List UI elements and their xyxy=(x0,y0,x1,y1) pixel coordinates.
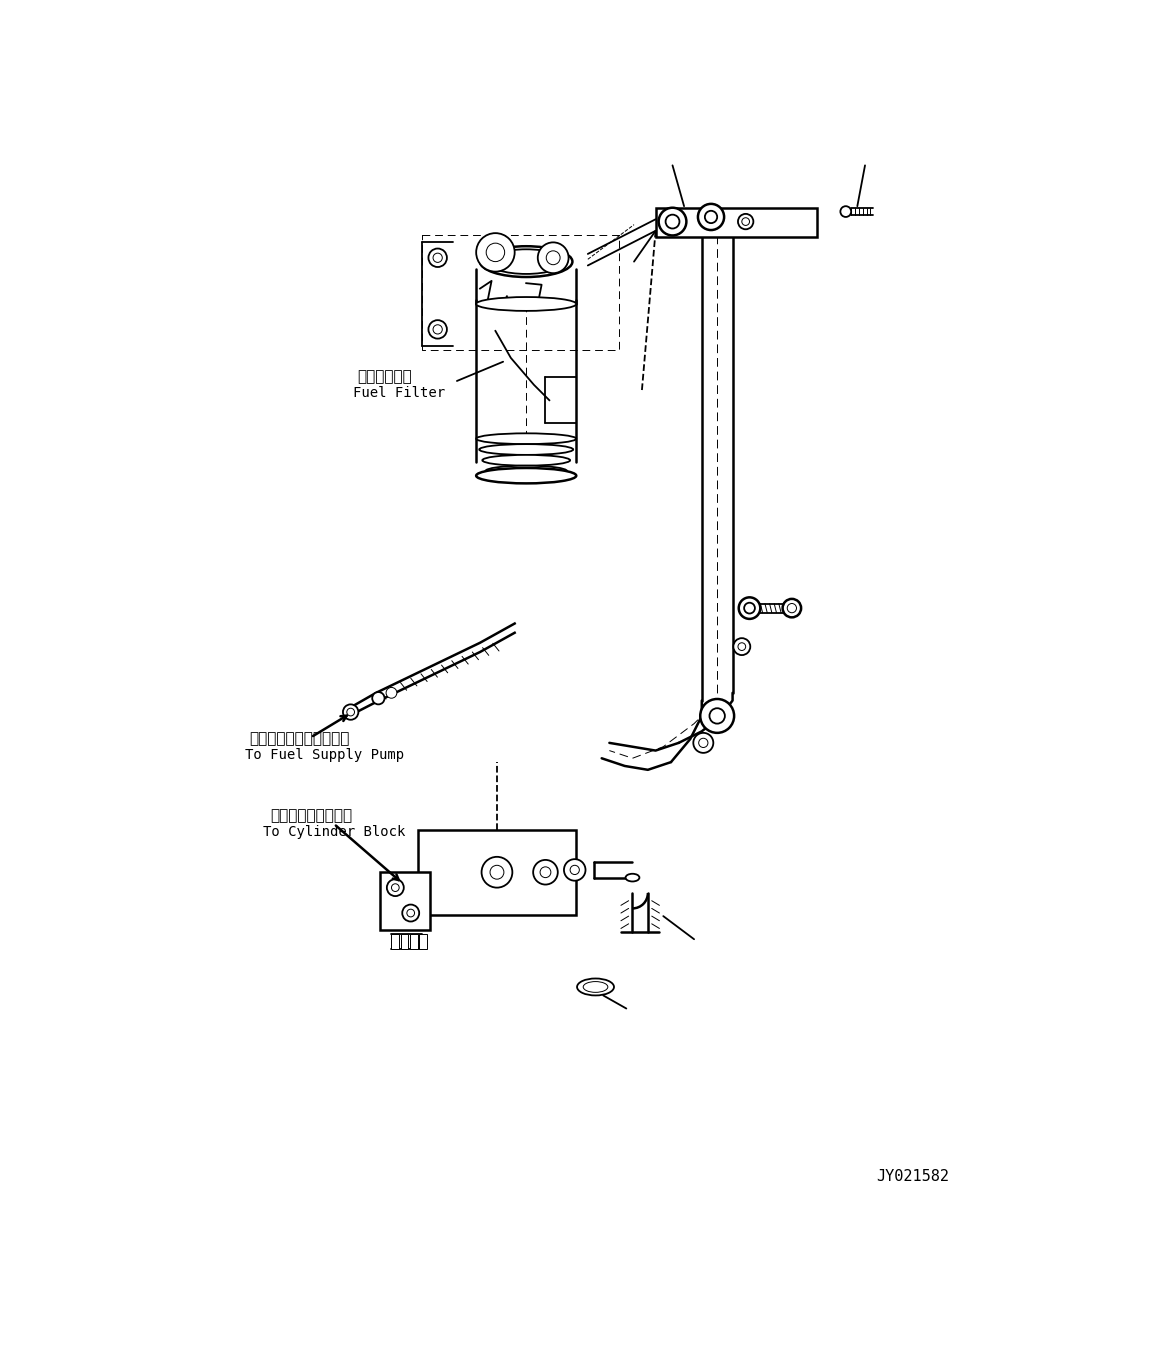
Circle shape xyxy=(373,692,384,704)
Text: フェルサプライポンプへ: フェルサプライポンプへ xyxy=(249,731,349,746)
Circle shape xyxy=(343,704,359,720)
Circle shape xyxy=(698,203,724,230)
Circle shape xyxy=(666,214,680,229)
Ellipse shape xyxy=(486,466,566,476)
Circle shape xyxy=(537,242,569,273)
Ellipse shape xyxy=(583,981,607,992)
Circle shape xyxy=(429,320,447,339)
Ellipse shape xyxy=(479,444,573,455)
Ellipse shape xyxy=(488,249,564,275)
Circle shape xyxy=(486,244,505,261)
Circle shape xyxy=(433,253,443,262)
Bar xyxy=(391,934,399,949)
Polygon shape xyxy=(655,207,818,237)
Circle shape xyxy=(547,250,561,265)
Circle shape xyxy=(491,865,503,879)
Circle shape xyxy=(402,905,419,922)
Ellipse shape xyxy=(577,979,614,996)
Ellipse shape xyxy=(626,874,639,882)
Circle shape xyxy=(698,738,708,747)
Text: To Fuel Supply Pump: To Fuel Supply Pump xyxy=(245,748,404,762)
Circle shape xyxy=(787,603,797,612)
Circle shape xyxy=(738,598,760,619)
Circle shape xyxy=(477,233,515,272)
Bar xyxy=(418,830,576,914)
Circle shape xyxy=(433,324,443,334)
Text: シリンダブロックへ: シリンダブロックへ xyxy=(271,809,353,824)
Polygon shape xyxy=(380,872,430,930)
Circle shape xyxy=(391,884,399,891)
Circle shape xyxy=(704,211,717,223)
Circle shape xyxy=(570,865,579,875)
Circle shape xyxy=(659,207,687,236)
Circle shape xyxy=(481,857,513,887)
Text: To Cylinder Block: To Cylinder Block xyxy=(263,825,405,840)
Circle shape xyxy=(429,249,447,267)
Circle shape xyxy=(701,699,735,732)
Ellipse shape xyxy=(477,468,576,483)
Circle shape xyxy=(841,206,851,217)
Circle shape xyxy=(783,599,801,618)
Circle shape xyxy=(387,879,404,896)
Ellipse shape xyxy=(482,455,570,466)
Circle shape xyxy=(738,643,745,650)
Ellipse shape xyxy=(480,246,572,277)
Circle shape xyxy=(694,732,714,752)
Ellipse shape xyxy=(477,433,576,444)
Text: Fuel Filter: Fuel Filter xyxy=(353,386,445,400)
Circle shape xyxy=(742,218,750,225)
Bar xyxy=(419,934,426,949)
Circle shape xyxy=(564,859,585,880)
Circle shape xyxy=(347,708,355,716)
Bar xyxy=(401,934,409,949)
Ellipse shape xyxy=(477,297,576,311)
Circle shape xyxy=(387,688,397,699)
Circle shape xyxy=(406,909,415,917)
Circle shape xyxy=(540,867,551,878)
Bar xyxy=(410,934,418,949)
Circle shape xyxy=(533,860,558,884)
Circle shape xyxy=(709,708,725,724)
Circle shape xyxy=(734,638,750,656)
Text: 燃料フィルタ: 燃料フィルタ xyxy=(356,369,411,385)
Text: JY021582: JY021582 xyxy=(876,1168,950,1183)
Circle shape xyxy=(738,214,753,229)
Circle shape xyxy=(744,603,755,614)
